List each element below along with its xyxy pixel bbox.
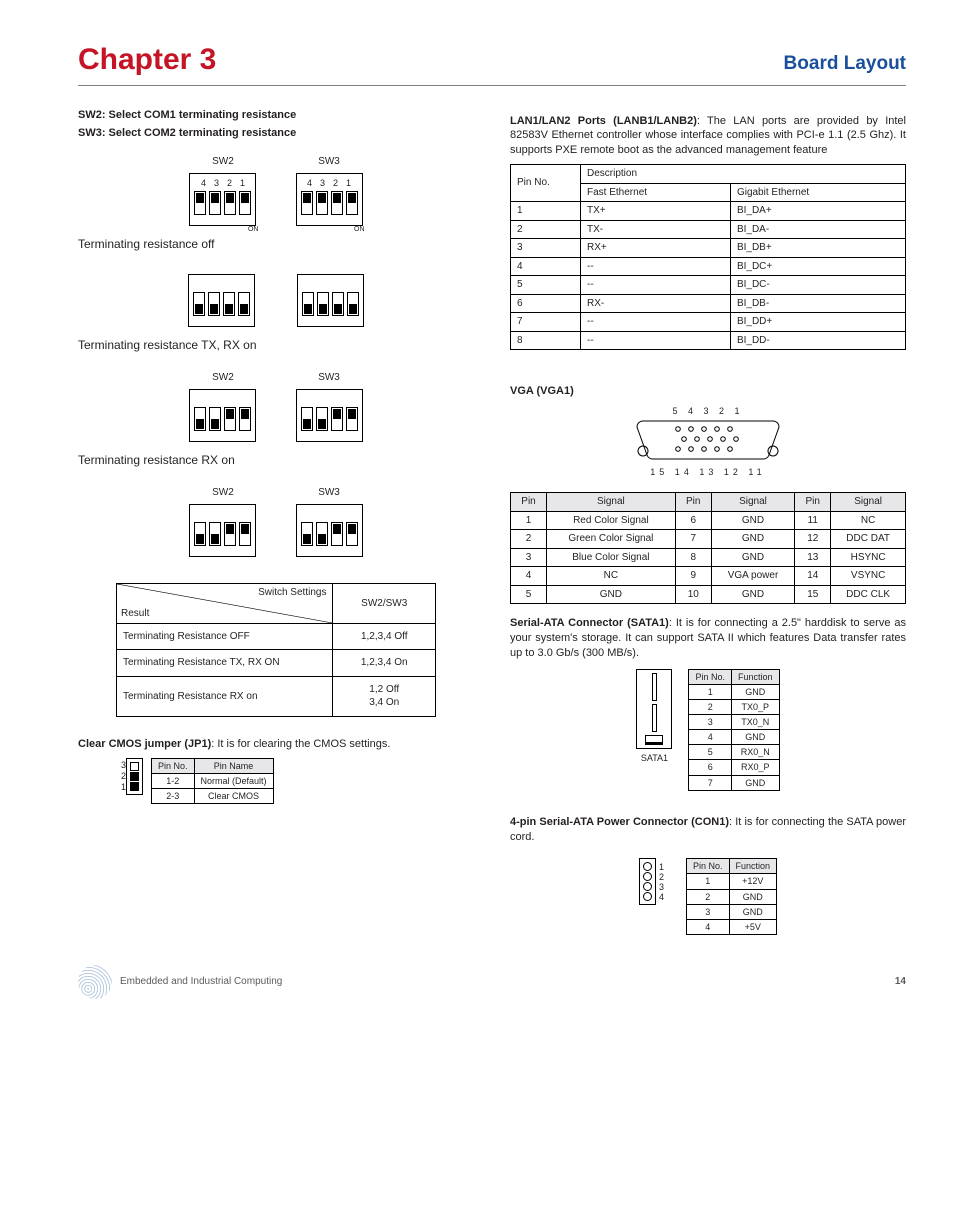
lan-h-desc: Description (581, 165, 906, 184)
on-label: ON (248, 225, 259, 234)
sata-h2: Function (731, 669, 779, 684)
sw3-label: SW3 (290, 486, 369, 500)
dip-row-rx-labeled: SW2 4321 SW3 4321 (78, 371, 474, 446)
sata-bold: Serial-ATA Connector (SATA1) (510, 617, 669, 629)
chapter-title: Chapter 3 (78, 40, 216, 81)
vga-table: PinSignalPinSignalPinSignal 1Red Color S… (510, 492, 906, 604)
lan-table: Pin No. Description Fast Ethernet Gigabi… (510, 164, 906, 350)
switch-settings-table: Switch Settings Result SW2/SW3 Terminati… (116, 583, 436, 717)
sata-table: Pin No. Function 1GND2TX0_P3TX0_N4GND5RX… (688, 669, 779, 791)
sw3-heading: SW3: Select COM2 terminating resistance (78, 126, 474, 141)
sw2-dip-txrx: 4321 (188, 274, 255, 327)
vga-connector: 5 4 3 2 1 15 14 13 12 11 (633, 405, 783, 478)
vga-bottom-nums: 15 14 13 12 11 (633, 466, 783, 478)
sw3-dip-rx2: 4321 (296, 504, 363, 557)
term-rx-label: Terminating resistance RX on (78, 452, 474, 468)
sw3-label: SW3 (290, 155, 369, 169)
vga-title: VGA (VGA1) (510, 384, 906, 399)
dip-numbers: 4321 (194, 177, 251, 189)
sata-pwr-block: 1 2 3 4 Pin No. Function 1+12V2GND3GND4+… (510, 858, 906, 935)
right-column: LAN1/LAN2 Ports (LANB1/LANB2): The LAN p… (510, 108, 906, 936)
jp1-h2: Pin Name (194, 758, 273, 773)
diag-header-cell: Switch Settings Result (117, 583, 333, 623)
jp1-table: Pin No. Pin Name 1-2Normal (Default)2-3C… (151, 758, 274, 804)
dip-row-rx-plain: SW2 4321 SW3 4321 (78, 486, 474, 561)
lan-sub-gig: Gigabit Ethernet (730, 183, 905, 202)
lan-h-pin: Pin No. (511, 165, 581, 202)
jp1-bold: Clear CMOS jumper (JP1) (78, 738, 211, 750)
dip-numbers: 4321 (301, 177, 358, 189)
jp1-h1: Pin No. (152, 758, 195, 773)
term-txrx-label: Terminating resistance TX, RX on (78, 337, 474, 353)
footer-swirl-icon (78, 965, 112, 999)
sw3-label: SW3 (290, 371, 369, 385)
sata-label: SATA1 (636, 752, 672, 764)
jp1-rest: : It is for clearing the CMOS settings. (211, 738, 390, 750)
sw3-dip-rx: 4321 (296, 389, 363, 442)
con1-connector-icon (639, 858, 656, 905)
sata-pwr-bold: 4-pin Serial-ATA Power Connector (CON1) (510, 816, 729, 828)
sata-text: Serial-ATA Connector (SATA1): It is for … (510, 616, 906, 661)
switch-settings-label: Switch Settings (258, 586, 326, 600)
sw2-dip-rx2: 4321 (189, 504, 256, 557)
section-title: Board Layout (784, 51, 906, 77)
page-number: 14 (895, 975, 906, 989)
sw-col-header: SW2/SW3 (333, 583, 436, 623)
sw2-heading: SW2: Select COM1 terminating resistance (78, 108, 474, 123)
sw2-dip-off: 4321 ON (189, 173, 256, 226)
clear-cmos-text: Clear CMOS jumper (JP1): It is for clear… (78, 737, 474, 752)
sw2-label: SW2 (183, 486, 262, 500)
sata-block: SATA1 Pin No. Function 1GND2TX0_P3TX0_N4… (510, 669, 906, 791)
footer: Embedded and Industrial Computing 14 (78, 965, 906, 999)
left-column: SW2: Select COM1 terminating resistance … (78, 108, 474, 936)
con1-h1: Pin No. (686, 859, 729, 874)
dip-row-off: SW2 4321 ON SW3 4321 ON (78, 155, 474, 230)
jp1-jumper (126, 758, 143, 795)
on-label: ON (354, 225, 365, 234)
sata-pwr-table: Pin No. Function 1+12V2GND3GND4+5V (686, 858, 777, 935)
sata-connector-icon (636, 669, 672, 749)
lan-bold: LAN1/LAN2 Ports (LANB1/LANB2) (510, 115, 697, 127)
lan-sub-fast: Fast Ethernet (581, 183, 731, 202)
term-off-label: Terminating resistance off (78, 236, 474, 252)
sata-pwr-text: 4-pin Serial-ATA Power Connector (CON1):… (510, 815, 906, 845)
sw2-dip-rx: 4321 (189, 389, 256, 442)
header-rule (78, 85, 906, 86)
sw3-dip-txrx: 4321 (297, 274, 364, 327)
con1-h2: Function (729, 859, 777, 874)
sw3-dip-off: 4321 ON (296, 173, 363, 226)
lan-text: LAN1/LAN2 Ports (LANB1/LANB2): The LAN p… (510, 114, 906, 159)
sw2-label: SW2 (183, 371, 262, 385)
sata-h1: Pin No. (689, 669, 732, 684)
con1-nums: 1 2 3 4 (659, 862, 664, 902)
dip-row-txrx: 4321 4321 (78, 270, 474, 331)
vga-top-nums: 5 4 3 2 1 (633, 405, 783, 417)
sw2-label: SW2 (183, 155, 262, 169)
result-label: Result (121, 607, 149, 621)
footer-text: Embedded and Industrial Computing (120, 975, 282, 989)
